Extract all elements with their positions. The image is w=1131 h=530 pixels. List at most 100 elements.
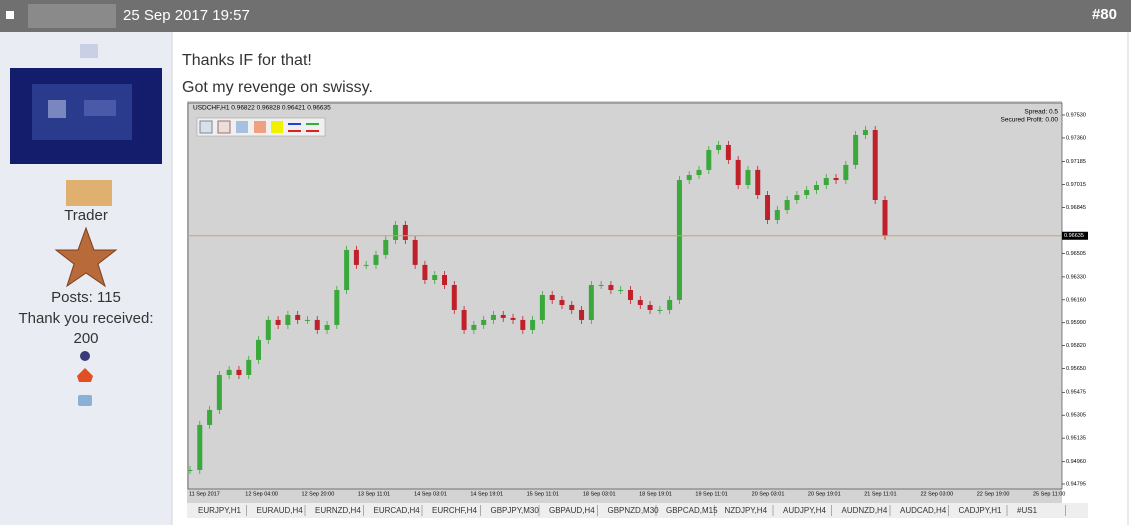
y-tick-label: 0.94795: [1066, 481, 1086, 487]
candle: [216, 374, 222, 410]
candle: [686, 175, 692, 181]
candle: [334, 289, 340, 325]
y-tick-label: 0.97185: [1066, 159, 1086, 165]
y-tick-label: 0.95650: [1066, 366, 1086, 372]
tab-label[interactable]: GBPCAD,M15: [666, 506, 718, 515]
candle: [295, 314, 301, 320]
tab-label[interactable]: #US1: [1017, 506, 1038, 515]
x-tick-label: 11 Sep 2017: [189, 491, 220, 497]
candle: [618, 289, 624, 291]
x-tick-label: 18 Sep 19:01: [639, 491, 672, 497]
candle: [872, 129, 878, 201]
candle: [833, 178, 839, 181]
candle: [608, 285, 614, 290]
candle: [804, 190, 810, 196]
x-tick-label: 25 Sep 11:00: [1033, 491, 1065, 497]
candle: [598, 285, 604, 287]
post-count: Posts: 115: [51, 289, 121, 306]
candle: [696, 169, 702, 176]
blurred-username: [28, 4, 116, 28]
tab-bar: [187, 503, 1088, 518]
plot-frame: [187, 102, 1063, 490]
candle: [882, 200, 888, 236]
tab-label[interactable]: EURJPY,H1: [198, 506, 242, 515]
spread: Spread: 0.5: [1024, 109, 1058, 116]
y-tick-label: 0.96505: [1066, 251, 1086, 257]
y-tick-label: 0.96330: [1066, 274, 1086, 280]
x-tick-label: 22 Sep 19:00: [977, 491, 1010, 497]
y-tick-label: 0.97360: [1066, 135, 1086, 141]
tab-label[interactable]: GBPNZD,M30: [608, 506, 660, 515]
x-tick-label: 12 Sep 04:00: [245, 491, 278, 497]
tab-label[interactable]: CADJPY,H1: [959, 506, 1003, 515]
candle: [579, 309, 585, 320]
x-tick-label: 14 Sep 03:01: [414, 491, 447, 497]
home-icon[interactable]: [77, 368, 93, 382]
candle: [647, 304, 653, 310]
message-icon[interactable]: [78, 395, 92, 406]
candle: [539, 294, 545, 320]
candle: [226, 369, 232, 375]
y-tick-label: 0.96845: [1066, 205, 1086, 211]
y-tick-label: 0.95305: [1066, 413, 1086, 419]
candle: [716, 144, 722, 150]
tab-label[interactable]: EURCAD,H4: [374, 506, 421, 515]
post-text: Got my revenge on swissy.: [182, 79, 373, 96]
y-tick-label: 0.95135: [1066, 436, 1086, 442]
x-tick-label: 15 Sep 11:01: [527, 491, 559, 497]
y-tick-label: 0.97015: [1066, 182, 1086, 188]
tab-label[interactable]: AUDJPY,H4: [783, 506, 827, 515]
candle: [432, 275, 438, 281]
candle: [324, 324, 330, 330]
candle: [862, 129, 868, 135]
candle: [402, 224, 408, 240]
tab-label[interactable]: NZDJPY,H4: [725, 506, 768, 515]
candle: [735, 159, 741, 186]
candle: [569, 304, 575, 310]
candle: [422, 264, 428, 281]
candle: [520, 319, 526, 330]
candle: [676, 180, 682, 300]
tab-label[interactable]: GBPAUD,H4: [549, 506, 595, 515]
candle: [265, 319, 271, 340]
candle: [285, 314, 291, 325]
candle: [393, 224, 399, 240]
candle: [490, 314, 496, 320]
thanks-label: Thank you received:: [18, 310, 153, 327]
post-number[interactable]: #80: [1092, 6, 1117, 23]
candle: [823, 178, 829, 186]
current-price-label: 0.96635: [1064, 233, 1084, 239]
current-price-box: [1062, 231, 1088, 240]
tab-label[interactable]: EURCHF,H4: [432, 506, 477, 515]
profile-icon[interactable]: [80, 351, 90, 361]
candle: [510, 317, 516, 320]
candle: [187, 469, 193, 471]
candle: [706, 149, 712, 170]
secured-profit: Secured Profit: 0.00: [1001, 117, 1059, 124]
candle: [197, 424, 203, 470]
tab-label[interactable]: EURAUD,H4: [257, 506, 304, 515]
y-tick-label: 0.97530: [1066, 112, 1086, 118]
candle: [657, 309, 663, 311]
y-tick-label: 0.95475: [1066, 390, 1086, 396]
candle: [813, 185, 819, 191]
candle: [442, 275, 448, 286]
candle: [481, 319, 487, 325]
x-tick-label: 22 Sep 03:00: [920, 491, 953, 497]
post-icon: [6, 11, 14, 19]
thanks-count: 200: [73, 330, 98, 347]
candle: [383, 239, 389, 255]
avatar: [10, 44, 162, 206]
candle: [256, 339, 262, 360]
chart-image: [187, 101, 1088, 503]
y-tick-label: 0.95820: [1066, 343, 1086, 349]
candle: [627, 289, 633, 300]
candle: [373, 254, 379, 265]
candle: [246, 359, 252, 375]
candle: [667, 299, 673, 310]
tab-label[interactable]: EURNZD,H4: [315, 506, 361, 515]
user-rank: Trader: [64, 207, 108, 224]
tab-label[interactable]: AUDCAD,H4: [900, 506, 947, 515]
tab-label[interactable]: AUDNZD,H4: [842, 506, 888, 515]
tab-label[interactable]: GBPJPY,M30: [491, 506, 540, 515]
